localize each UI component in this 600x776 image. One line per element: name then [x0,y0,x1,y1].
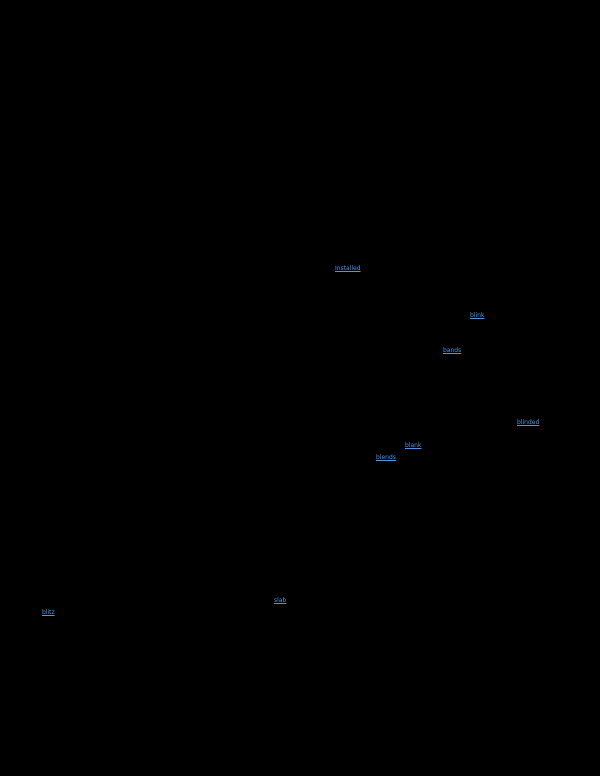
hyperlink[interactable]: blank [405,442,422,449]
hyperlink[interactable]: slab [274,597,287,604]
hyperlink[interactable]: blink [470,312,485,319]
hyperlink[interactable]: Installed [335,265,361,272]
hyperlink[interactable]: blinded [517,419,540,426]
hyperlink[interactable]: bands [443,347,462,354]
hyperlink[interactable]: blitz [42,609,55,616]
hyperlink[interactable]: blends [376,454,396,461]
